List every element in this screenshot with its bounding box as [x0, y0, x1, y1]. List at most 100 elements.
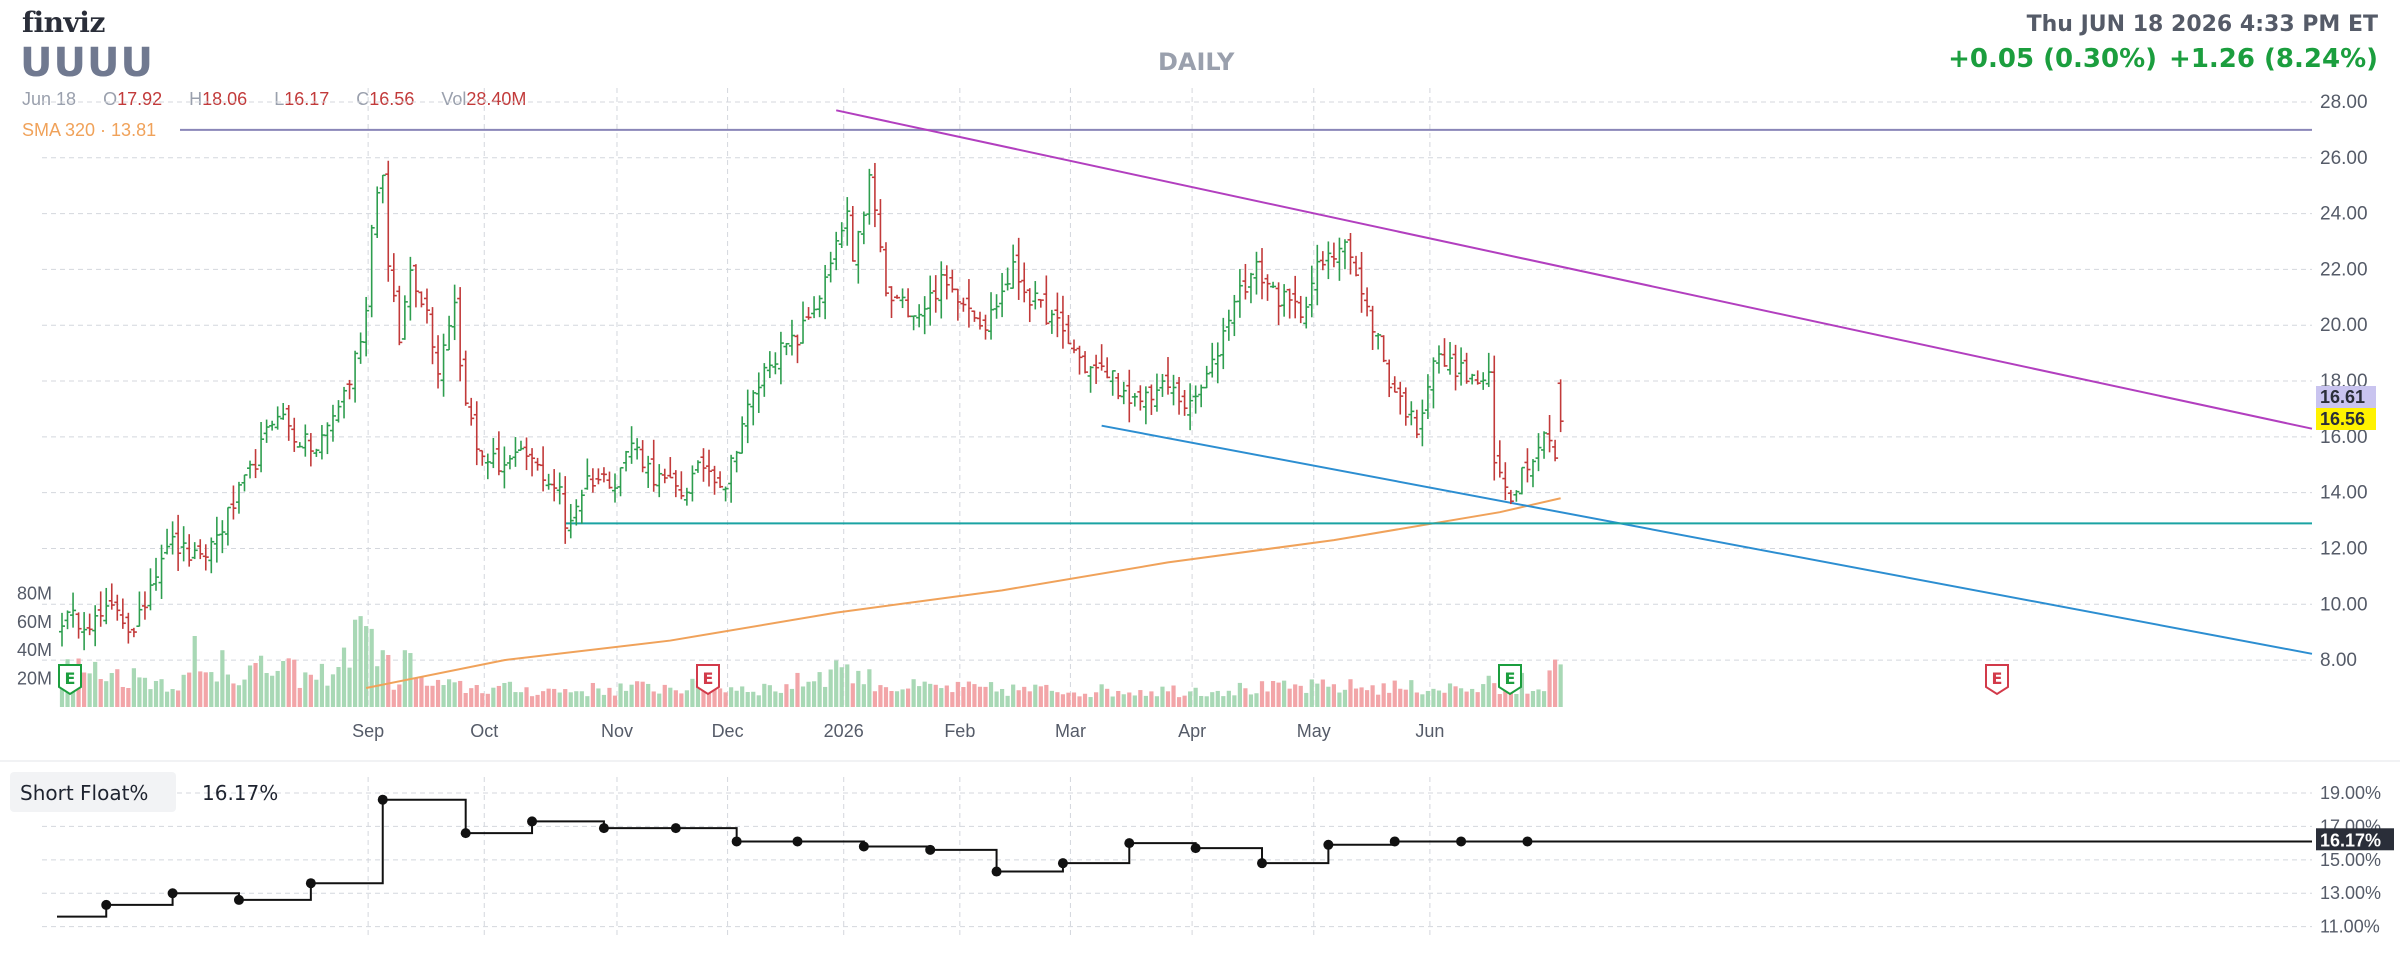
volume-bar: [386, 654, 391, 707]
volume-bar: [1055, 692, 1060, 707]
grid-lines: [0, 88, 2400, 935]
volume-bar: [950, 692, 955, 707]
price-bar: [1308, 265, 1315, 318]
volume-bar: [308, 674, 313, 707]
price-bar: [1043, 275, 1050, 325]
ohlc-date: Jun 18: [22, 89, 77, 109]
price-bar: [822, 264, 829, 320]
short-float-point: [1257, 858, 1268, 869]
price-bar: [385, 160, 392, 282]
volume-bar: [1492, 683, 1497, 707]
volume-bar: [292, 659, 297, 707]
price-bar: [1424, 374, 1431, 419]
volume-bar: [1486, 675, 1491, 707]
price-bar: [1524, 448, 1531, 483]
finviz-logo[interactable]: finviz: [22, 6, 105, 39]
volume-bar: [1138, 690, 1143, 707]
volume-bar: [618, 683, 623, 707]
earnings-badge: [1498, 664, 1522, 696]
price-bar: [1270, 281, 1277, 289]
volume-bar: [922, 681, 927, 707]
volume-bar: [972, 684, 977, 707]
volume-bar: [214, 681, 219, 707]
price-bar: [130, 627, 137, 638]
price-bar: [396, 285, 403, 346]
price-bar: [777, 331, 784, 385]
price-bar: [119, 598, 126, 629]
price-bar: [1507, 489, 1514, 505]
volume-bar: [568, 692, 573, 707]
price-tick-label: 16.00: [2320, 427, 2368, 448]
price-bar: [407, 256, 414, 321]
price-bar: [141, 591, 148, 620]
price-tick-label: 22.00: [2320, 259, 2368, 280]
price-bar: [1153, 373, 1160, 412]
volume-bar: [131, 668, 136, 707]
volume-bar: [789, 688, 795, 707]
price-bar: [849, 206, 856, 262]
price-bar: [423, 288, 430, 324]
price-bar: [1386, 359, 1393, 398]
open-label: O: [103, 89, 118, 109]
price-bar: [296, 442, 303, 448]
volume-bar: [1243, 688, 1248, 707]
volume-bar: [524, 687, 529, 707]
volume-bar: [701, 687, 706, 707]
volume-bar: [1265, 691, 1270, 707]
price-bar: [811, 296, 818, 319]
ohlc-legend: Jun 18 O17.92 H18.06 L16.17 C16.56 Vol28…: [22, 89, 548, 110]
volume-bar: [242, 679, 247, 707]
volume-bar: [961, 687, 966, 707]
short-float-label-box[interactable]: [10, 772, 176, 812]
volume-bar: [159, 679, 164, 707]
volume-bar: [1199, 695, 1204, 707]
volume-bar: [1403, 689, 1408, 707]
price-bar: [755, 372, 762, 413]
ticker-symbol: UUUU: [20, 40, 154, 86]
price-bar: [468, 397, 475, 426]
volume-bar: [850, 683, 855, 707]
volume-bar: [1165, 691, 1171, 707]
high-label: H: [189, 89, 203, 109]
volume-bar: [817, 672, 822, 707]
price-bar: [711, 465, 718, 495]
price-bar: [888, 286, 895, 319]
volume-bar: [1082, 693, 1088, 707]
price-bar: [965, 279, 972, 328]
price-bar: [1142, 386, 1149, 425]
price-bar: [600, 467, 607, 483]
volume-bar: [164, 691, 170, 707]
volume-bar: [1110, 696, 1115, 707]
volume-bar: [712, 686, 717, 707]
volume-bar: [1094, 692, 1099, 707]
volume-bar: [1027, 691, 1032, 707]
volume-bar: [679, 693, 684, 707]
period-label: DAILY: [1158, 48, 1235, 76]
price-bar: [318, 425, 325, 460]
price-bar: [501, 446, 508, 489]
short-float-point: [858, 841, 869, 852]
price-tick-label: 12.00: [2320, 538, 2368, 559]
sma-legend[interactable]: SMA 320 · 13.81: [22, 120, 157, 140]
volume-bar: [1149, 691, 1154, 707]
volume-bar: [275, 670, 280, 707]
price-tick-label: 28.00: [2320, 92, 2368, 113]
volume-bar: [441, 685, 446, 707]
price-bar: [324, 422, 331, 455]
volume-bar: [1470, 688, 1475, 707]
price-bar: [1303, 296, 1310, 329]
volume-value: 28.40M: [466, 89, 527, 109]
volume-bar: [596, 688, 601, 707]
volume-bar: [336, 666, 341, 707]
earnings-letter: E: [1992, 669, 2003, 688]
price-bar: [1397, 381, 1404, 415]
price-bar: [1518, 466, 1525, 495]
price-bar: [656, 464, 663, 498]
volume-bar: [187, 672, 192, 707]
price-bar: [523, 437, 530, 471]
volume-bar: [933, 684, 938, 707]
month-tick-label: May: [1297, 721, 1331, 741]
volume-bar: [784, 684, 789, 707]
volume-bar: [1342, 689, 1348, 707]
